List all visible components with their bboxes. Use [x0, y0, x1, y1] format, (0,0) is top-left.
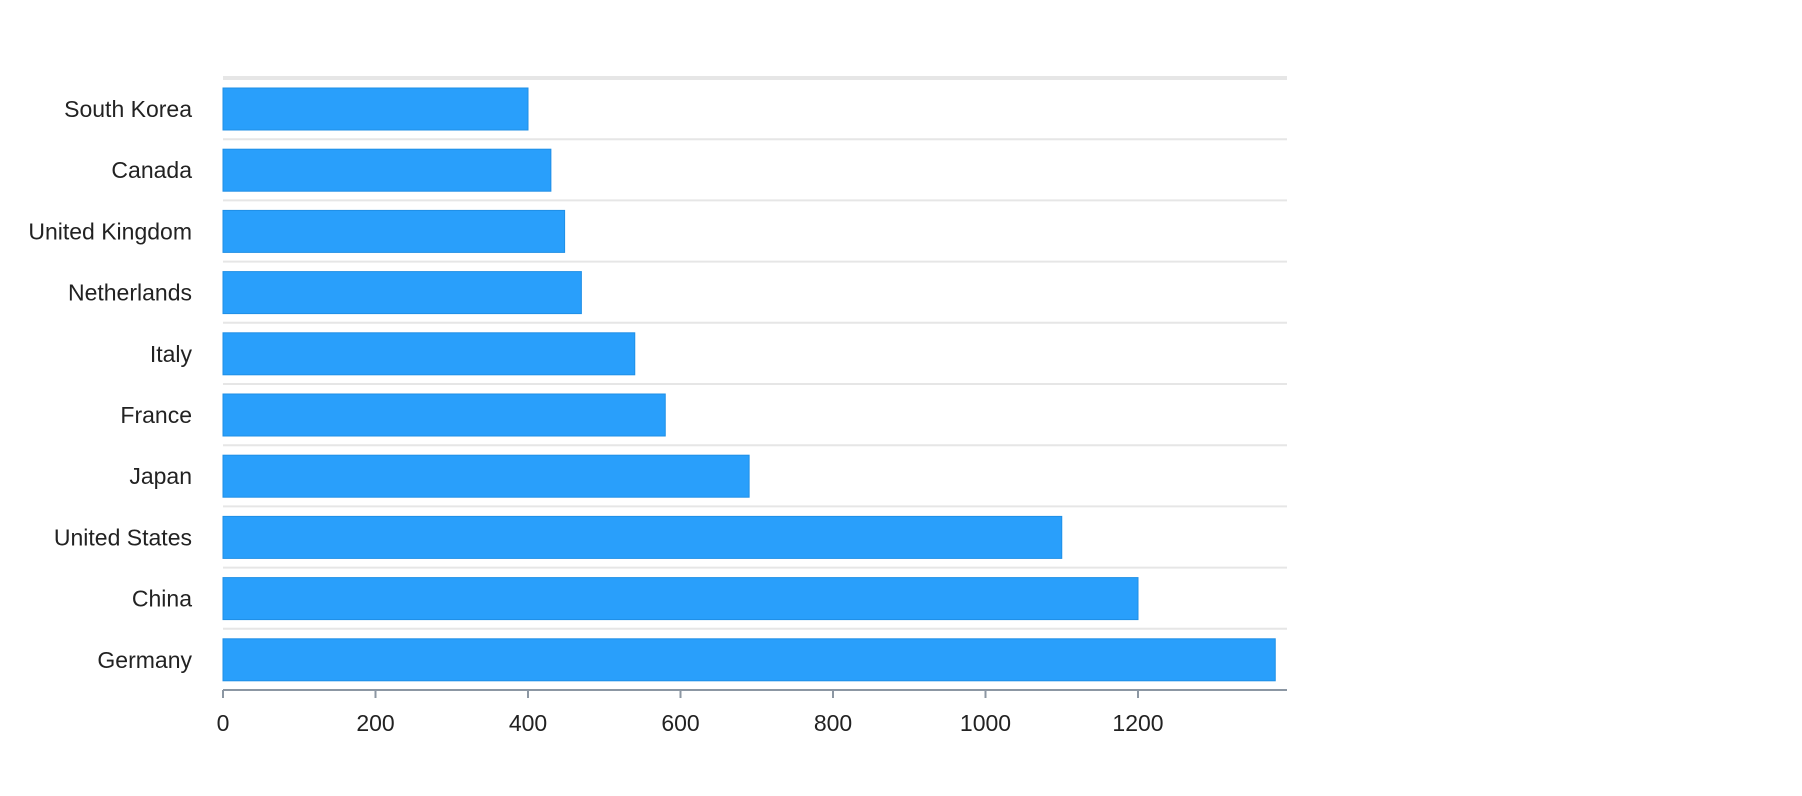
category-label: Italy [150, 341, 193, 367]
bar-south-korea [222, 87, 529, 131]
category-label: United States [54, 524, 192, 550]
x-tick-label: 200 [356, 710, 394, 736]
x-tick-label: 400 [509, 710, 547, 736]
category-label: Japan [129, 463, 192, 489]
bar-netherlands [222, 271, 582, 315]
x-tick-label: 0 [217, 710, 230, 736]
category-label: France [120, 402, 192, 428]
bar-layer [222, 87, 1276, 682]
grid-layer [223, 76, 1287, 630]
category-label: United Kingdom [28, 218, 192, 244]
bar-germany [222, 638, 1276, 682]
x-tick-label: 600 [661, 710, 699, 736]
category-label: Netherlands [68, 280, 192, 306]
bar-france [222, 393, 666, 437]
bar-canada [222, 148, 552, 192]
category-label: China [132, 586, 192, 612]
category-labels: South Korea Canada United Kingdom Netherlan… [28, 96, 192, 673]
category-label: Germany [97, 647, 192, 673]
x-axis: 0 200 400 600 800 1000 1200 [217, 689, 1287, 736]
bar-japan [222, 454, 750, 498]
bar-china [222, 577, 1139, 621]
category-label: Canada [111, 157, 192, 183]
category-label: South Korea [64, 96, 192, 122]
bar-united-states [222, 515, 1063, 559]
x-tick-label: 800 [814, 710, 852, 736]
x-tick-label: 1200 [1112, 710, 1163, 736]
bar-italy [222, 332, 636, 376]
x-tick-label: 1000 [960, 710, 1011, 736]
bar-united-kingdom [222, 209, 566, 253]
